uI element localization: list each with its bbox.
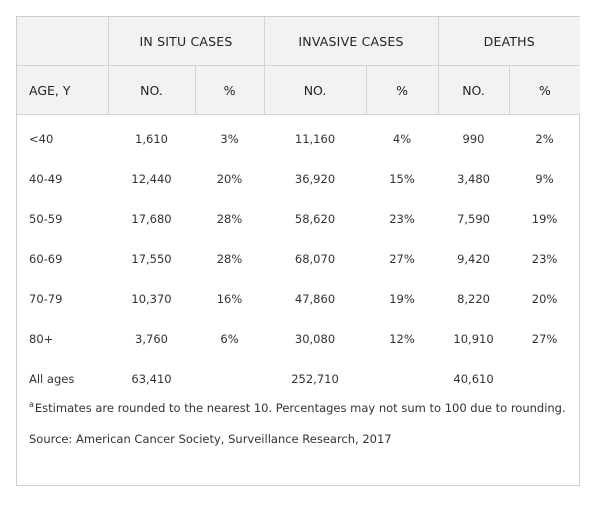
cell-in-situ-pct: 6%	[220, 332, 239, 346]
footnote-text: Estimates are rounded to the nearest 10.…	[34, 401, 566, 415]
source-line: Source: American Cancer Society, Surveil…	[29, 432, 392, 446]
header-invasive: INVASIVE CASES	[263, 17, 439, 66]
cell-invasive-no: 47,860	[294, 292, 336, 306]
cell-age: 80+	[29, 332, 54, 346]
table-row-total: All ages 63,410 252,710 40,610	[17, 359, 580, 399]
cell-invasive-pct: 15%	[389, 172, 415, 186]
footnote: aEstimates are rounded to the nearest 10…	[29, 397, 569, 416]
cell-in-situ-pct: 28%	[216, 252, 243, 266]
table-row: 70-79 10,370 16% 47,860 19% 8,220 20%	[17, 279, 580, 319]
cell-in-situ-pct: 28%	[216, 212, 243, 226]
cell-in-situ-pct	[195, 359, 264, 399]
cell-invasive-no: 252,710	[291, 372, 339, 386]
cell-invasive-no: 30,080	[294, 332, 336, 346]
cell-deaths-no: 990	[462, 132, 485, 146]
table-row: <40 1,610 3% 11,160 4% 990 2%	[17, 115, 580, 160]
table-row: 50-59 17,680 28% 58,620 23% 7,590 19%	[17, 199, 580, 239]
cell-invasive-pct: 12%	[389, 332, 415, 346]
header-in-situ-no: NO.	[107, 65, 195, 115]
cell-invasive-pct	[366, 359, 438, 399]
cell-invasive-no: 36,920	[294, 172, 336, 186]
cell-age: 60-69	[29, 252, 63, 266]
cell-deaths-no: 3,480	[457, 172, 490, 186]
cell-deaths-no: 10,910	[453, 332, 494, 346]
cell-in-situ-no: 17,680	[131, 212, 172, 226]
cell-age: All ages	[29, 372, 75, 386]
header-deaths-pct: %	[508, 65, 581, 115]
table-row: 80+ 3,760 6% 30,080 12% 10,910 27%	[17, 319, 580, 359]
cell-invasive-no: 11,160	[294, 132, 336, 146]
cell-in-situ-pct: 3%	[220, 132, 239, 146]
cell-deaths-pct: 9%	[535, 172, 554, 186]
cell-deaths-no: 40,610	[453, 372, 494, 386]
cell-in-situ-no: 1,610	[135, 132, 168, 146]
cell-in-situ-pct: 16%	[216, 292, 243, 306]
cell-invasive-pct: 23%	[389, 212, 415, 226]
header-deaths-no: NO.	[437, 65, 510, 115]
statistics-table: IN SITU CASES INVASIVE CASES DEATHS AGE,…	[17, 17, 581, 399]
cell-in-situ-no: 10,370	[131, 292, 172, 306]
cell-invasive-pct: 19%	[389, 292, 415, 306]
header-empty-cell	[17, 17, 108, 66]
table-row: 40-49 12,440 20% 36,920 15% 3,480 9%	[17, 159, 580, 199]
cell-in-situ-no: 63,410	[131, 372, 172, 386]
footnote-marker: a	[29, 400, 34, 409]
cell-deaths-pct: 2%	[535, 132, 554, 146]
cell-invasive-pct: 4%	[392, 132, 412, 146]
cell-invasive-pct: 27%	[389, 252, 415, 266]
sub-header-row: AGE, Y NO. % NO. % NO. %	[17, 65, 581, 115]
header-age: AGE, Y	[17, 65, 108, 115]
cell-deaths-pct: 27%	[531, 332, 558, 346]
header-in-situ: IN SITU CASES	[107, 17, 265, 66]
cell-age: 50-59	[29, 212, 63, 226]
cell-age: 70-79	[29, 292, 63, 306]
header-invasive-no: NO.	[263, 65, 367, 115]
cell-age: 40-49	[29, 172, 63, 186]
cell-deaths-pct	[509, 359, 580, 399]
group-header-row: IN SITU CASES INVASIVE CASES DEATHS	[17, 17, 581, 66]
header-invasive-pct: %	[365, 65, 439, 115]
cell-invasive-no: 58,620	[294, 212, 336, 226]
cell-deaths-pct: 20%	[531, 292, 558, 306]
cell-in-situ-pct: 20%	[216, 172, 243, 186]
header-in-situ-pct: %	[194, 65, 265, 115]
cell-deaths-pct: 19%	[531, 212, 558, 226]
cell-age: <40	[29, 132, 54, 146]
table-frame: IN SITU CASES INVASIVE CASES DEATHS AGE,…	[16, 16, 581, 486]
table-row: 60-69 17,550 28% 68,070 27% 9,420 23%	[17, 239, 580, 279]
cell-in-situ-no: 12,440	[131, 172, 172, 186]
table-notes: aEstimates are rounded to the nearest 10…	[29, 397, 569, 446]
cell-deaths-no: 8,220	[457, 292, 490, 306]
cell-deaths-no: 7,590	[457, 212, 490, 226]
cell-deaths-pct: 23%	[531, 252, 558, 266]
cell-invasive-no: 68,070	[294, 252, 336, 266]
header-deaths: DEATHS	[437, 17, 581, 66]
cell-in-situ-no: 17,550	[131, 252, 172, 266]
cell-in-situ-no: 3,760	[135, 332, 168, 346]
cell-deaths-no: 9,420	[457, 252, 490, 266]
